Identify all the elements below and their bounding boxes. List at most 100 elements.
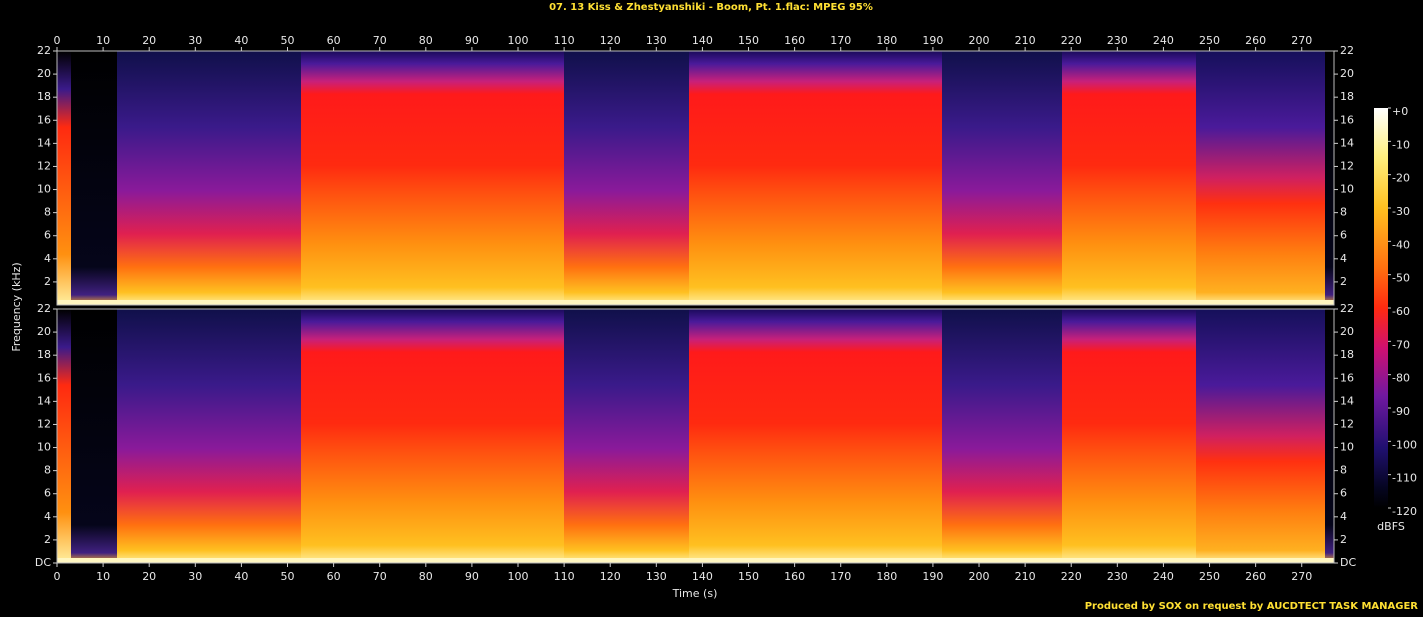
y-tick-label: 16 [37, 371, 51, 384]
spectrogram-image [57, 309, 1334, 563]
colorbar [1374, 108, 1388, 508]
x-tick-label: 0 [54, 570, 61, 583]
y-tick-label: 4 [1340, 510, 1347, 523]
x-tick-label: 20 [142, 570, 156, 583]
x-tick-label: 10 [96, 34, 110, 47]
colorbar-tick-label: -10 [1392, 138, 1410, 151]
y-tick-label: 14 [1340, 136, 1354, 149]
colorbar-tick-label: -80 [1392, 372, 1410, 385]
x-tick-label: 230 [1107, 570, 1128, 583]
x-tick-label: 110 [554, 34, 575, 47]
x-tick-label: 200 [969, 570, 990, 583]
y-tick-label: 6 [44, 229, 51, 242]
colorbar-tick-label: -90 [1392, 405, 1410, 418]
colorbar-tick-label: +0 [1392, 105, 1408, 118]
y-tick-label: DC [1340, 556, 1356, 569]
colorbar-tick-label: -50 [1392, 272, 1410, 285]
y-tick-label: 8 [44, 464, 51, 477]
x-tick-label: 40 [234, 34, 248, 47]
x-tick-label: 30 [188, 570, 202, 583]
x-tick-label: 80 [419, 570, 433, 583]
y-tick-label: 22 [37, 44, 51, 57]
x-tick-label: 150 [738, 570, 759, 583]
x-tick-label: 180 [876, 570, 897, 583]
y-tick-label: 14 [37, 136, 51, 149]
y-tick-label: 6 [1340, 487, 1347, 500]
y-tick-label: 8 [1340, 464, 1347, 477]
x-tick-label: 270 [1291, 34, 1312, 47]
x-tick-label: 180 [876, 34, 897, 47]
x-tick-label: 50 [281, 570, 295, 583]
y-tick-label: 2 [1340, 275, 1347, 288]
colorbar-label: dBFS [1377, 520, 1405, 533]
y-tick-label: 4 [44, 252, 51, 265]
y-tick-label: 16 [1340, 113, 1354, 126]
y-tick-label: 20 [1340, 67, 1354, 80]
y-tick-label: 12 [1340, 159, 1354, 172]
y-tick-label: 20 [37, 325, 51, 338]
x-tick-label: 170 [830, 570, 851, 583]
x-tick-label: 90 [465, 570, 479, 583]
x-tick-label: 150 [738, 34, 759, 47]
y-tick-label: 22 [1340, 44, 1354, 57]
y-tick-label: DC [35, 556, 51, 569]
x-tick-label: 160 [784, 570, 805, 583]
y-tick-label: 16 [1340, 371, 1354, 384]
y-tick-label: 18 [1340, 348, 1354, 361]
x-tick-label: 10 [96, 570, 110, 583]
x-tick-label: 200 [969, 34, 990, 47]
colorbar-tick-label: -110 [1392, 472, 1417, 485]
y-tick-label: 4 [44, 510, 51, 523]
colorbar-tick-label: -70 [1392, 338, 1410, 351]
colorbar-tick-label: -30 [1392, 205, 1410, 218]
spectrogram-image [57, 51, 1334, 305]
x-tick-label: 190 [922, 34, 943, 47]
x-tick-label: 70 [373, 570, 387, 583]
plot-frame [56, 50, 1335, 306]
y-tick-label: 6 [1340, 229, 1347, 242]
x-tick-label: 120 [600, 570, 621, 583]
x-tick-label: 240 [1153, 570, 1174, 583]
y-tick-label: 16 [37, 113, 51, 126]
y-tick-label: 10 [1340, 183, 1354, 196]
x-tick-label: 270 [1291, 570, 1312, 583]
x-tick-label: 30 [188, 34, 202, 47]
x-tick-label: 140 [692, 570, 713, 583]
x-tick-label: 110 [554, 570, 575, 583]
y-tick-label: 14 [37, 394, 51, 407]
x-tick-label: 20 [142, 34, 156, 47]
colorbar-tick-label: -120 [1392, 505, 1417, 518]
x-tick-label: 160 [784, 34, 805, 47]
x-tick-label: 40 [234, 570, 248, 583]
x-tick-label: 260 [1245, 34, 1266, 47]
y-tick-label: 14 [1340, 394, 1354, 407]
y-tick-label: 12 [37, 417, 51, 430]
colorbar-tick-label: -20 [1392, 172, 1410, 185]
y-tick-label: 8 [1340, 206, 1347, 219]
y-tick-label: 10 [37, 183, 51, 196]
y-tick-label: 2 [1340, 533, 1347, 546]
x-tick-label: 130 [646, 570, 667, 583]
chart-title: 07. 13 Kiss & Zhestyanshiki - Boom, Pt. … [549, 2, 873, 13]
x-tick-label: 170 [830, 34, 851, 47]
y-tick-label: 8 [44, 206, 51, 219]
y-tick-label: 2 [44, 275, 51, 288]
y-tick-label: 18 [37, 90, 51, 103]
x-tick-label: 140 [692, 34, 713, 47]
x-tick-label: 210 [1015, 570, 1036, 583]
x-tick-label: 220 [1061, 570, 1082, 583]
x-tick-label: 250 [1199, 34, 1220, 47]
x-tick-label: 60 [327, 570, 341, 583]
y-tick-label: 2 [44, 533, 51, 546]
y-axis-label: Frequency (kHz) [10, 262, 23, 351]
x-axis-label: Time (s) [672, 587, 718, 600]
y-tick-label: 6 [44, 487, 51, 500]
x-tick-label: 60 [327, 34, 341, 47]
x-tick-label: 120 [600, 34, 621, 47]
x-tick-label: 100 [508, 570, 529, 583]
y-tick-label: 4 [1340, 252, 1347, 265]
x-tick-label: 70 [373, 34, 387, 47]
plot-frame [56, 308, 1335, 564]
colorbar-tick-label: -100 [1392, 438, 1417, 451]
y-tick-label: 18 [1340, 90, 1354, 103]
